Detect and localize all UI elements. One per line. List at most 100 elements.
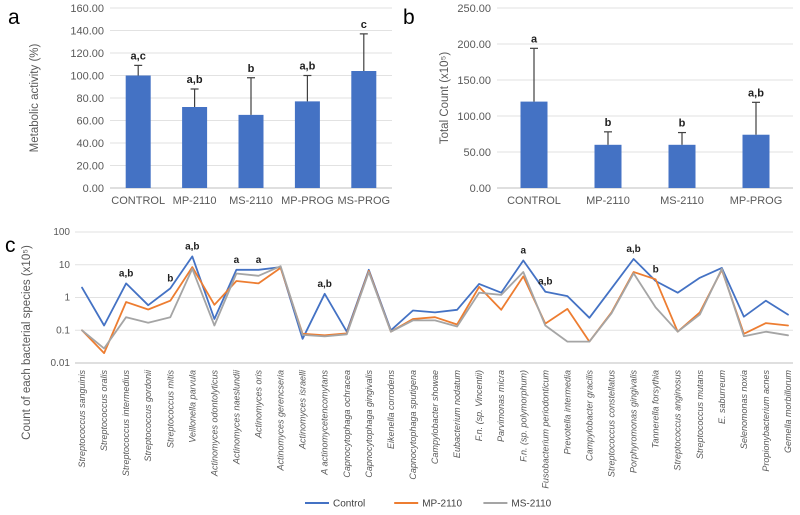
species-tick-label: Streptococcus constellatus [607,370,617,478]
series-line-MS-2110 [81,265,789,350]
species-tick-label: Actinomyces gerencseria [276,370,286,472]
significance-label: b [605,117,612,129]
significance-label: a,b [185,241,199,252]
significance-label: c [361,19,367,31]
species-tick-label: Streptococcus gordonii [143,369,153,462]
y-axis-tick-label: 140.00 [70,26,104,38]
significance-label: b [679,118,686,130]
bar-CONTROL [125,75,151,188]
significance-label: a,b [299,61,315,73]
x-axis-category-label: MP-2110 [173,195,217,207]
legend-item-MS-2110: MS-2110 [483,499,552,510]
y-axis-tick-label: 0.00 [83,183,104,195]
species-tick-label: Capnocytophaga gingivalis [364,370,374,478]
species-tick-label: F.n. (sp. polymorphum) [518,370,528,462]
species-tick-label: Parvimonas micra [496,370,506,442]
species-tick-label: Porphyromonas gingivalis [629,370,639,474]
x-axis-category-label: MP-PROG [730,195,783,207]
significance-label: a,c [131,50,146,62]
significance-label: a [520,245,526,256]
species-tick-label: Streptococcus mitis [165,370,175,449]
species-tick-label: Streptococcus sanguinis [77,370,87,468]
y-axis-tick-label: 80.00 [76,93,104,105]
y-axis-tick-label: 150.00 [457,75,491,87]
legend-label: Control [333,499,365,510]
species-tick-label: E. saburreum [717,370,727,425]
bar-MS-2110 [238,114,264,188]
y-axis-tick-label: 100.00 [70,71,104,83]
significance-label: a,b [187,74,203,86]
significance-label: a,b [748,87,764,99]
bar-MP-2110 [182,107,208,188]
significance-label: b [653,264,659,275]
panel-letter-c: c [5,234,16,257]
x-axis-category-label: MS-2110 [660,195,704,207]
y-axis-title: Count of each bacterial species (x10⁵) [21,245,33,440]
species-tick-label: Eubacterium nodatum [452,370,462,459]
y-axis-tick-label: 200.00 [457,39,491,51]
species-tick-label: Actinomyces naeslundii [231,369,241,465]
y-axis-tick-label: 0.01 [51,358,71,369]
species-tick-label: Streptococcus mutans [695,370,705,460]
y-axis-tick-label: 100.00 [457,111,491,123]
y-axis-title: Metabolic activity (%) [29,44,41,153]
significance-label: a,b [317,279,331,290]
significance-label: b [167,273,173,284]
series-line-Control [81,255,789,340]
species-tick-label: Streptococcus intermedius [121,370,131,477]
species-tick-label: Actinomyces israelli [298,369,308,450]
bar-CONTROL [520,101,548,188]
panel-letter-a: a [8,6,20,29]
chart-legend: Control MP-2110 MS-2110 [305,499,552,510]
x-axis-category-label: CONTROL [507,195,561,207]
bar-MS-2110 [668,144,696,188]
species-tick-label: Capnocytophaga ochracea [342,370,352,478]
x-axis-category-label: MS-PROG [338,195,391,207]
significance-label: a [256,255,262,266]
species-tick-label: Streptococcus anginosus [673,370,683,471]
species-tick-label: Selenomonas noxia [739,370,749,449]
y-axis-tick-label: 60.00 [76,116,104,128]
species-tick-label: A actinomycetencomytans [320,370,330,476]
y-axis-tick-label: 40.00 [76,138,104,150]
y-axis-tick-label: 50.00 [463,147,491,159]
legend-item-Control: Control [305,499,365,510]
species-tick-label: Tannerella forsythia [651,370,661,448]
species-tick-label: Prevotella intermedia [562,370,572,455]
y-axis-tick-label: 250.00 [457,3,491,15]
y-axis-tick-label: 100 [53,227,70,238]
significance-label: a [531,33,538,45]
species-tick-label: Actinomyces oris [254,370,264,440]
species-tick-label: Streptococcus oralis [99,370,109,452]
legend-item-MP-2110: MP-2110 [394,499,462,510]
y-axis-tick-label: 20.00 [76,161,104,173]
x-axis-category-label: MS-2110 [229,195,273,207]
y-axis-title: Total Count (x10⁵) [439,52,451,145]
total-count-bar-chart: 0.00 50.00 100.00 150.00 200.00 250.00 Total C… [439,3,793,207]
bacterial-species-line-chart: 100 10 1 0.1 0.01 Count of each bacterial spe… [21,227,793,489]
species-tick-label: Capnocytophaga sputigena [408,370,418,480]
x-axis-category-label: CONTROL [111,195,165,207]
series-line-MP-2110 [81,266,789,355]
y-axis-tick-label: 160.00 [70,3,104,15]
significance-label: b [248,63,255,75]
bar-MP-PROG [294,101,320,188]
y-axis-tick-label: 120.00 [70,48,104,60]
species-tick-label: Fusobacterium periodonticum [540,370,550,489]
bar-MP-2110 [594,144,622,188]
x-axis-category-label: MP-2110 [586,195,630,207]
species-tick-label: F.n. (sp. Vincentii) [474,370,484,441]
species-tick-label: Campylobacter gracilis [584,370,594,462]
species-tick-label: Veillonella parvula [187,370,197,443]
bar-MS-PROG [351,71,377,188]
significance-label: a,b [538,277,552,288]
significance-label: a,b [626,244,640,255]
species-tick-label: Campylobacter showae [430,370,440,464]
species-tick-label: Eikenella corrodens [386,370,396,450]
y-axis-tick-label: 0.1 [56,325,70,336]
species-tick-label: Propionybacterium acnes [761,370,771,472]
y-axis-tick-label: 1 [64,293,70,304]
bar-MP-PROG [742,134,770,188]
